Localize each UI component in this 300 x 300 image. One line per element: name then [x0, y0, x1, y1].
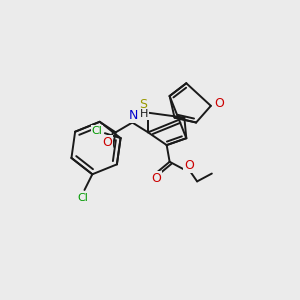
Text: Cl: Cl [92, 126, 103, 136]
Text: O: O [214, 98, 224, 110]
Text: H: H [140, 109, 148, 119]
Text: O: O [151, 172, 161, 185]
Text: S: S [139, 98, 147, 111]
Text: O: O [102, 136, 112, 148]
Text: O: O [184, 159, 194, 172]
Text: Cl: Cl [77, 193, 88, 203]
Text: N: N [129, 109, 138, 122]
